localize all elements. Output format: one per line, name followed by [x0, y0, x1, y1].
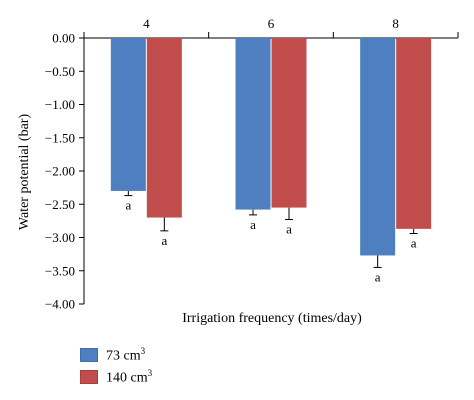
significance-label: a [125, 198, 131, 213]
legend-swatch-73 [80, 348, 98, 362]
x-tick-label: 4 [143, 16, 150, 31]
x-tick-label: 6 [268, 16, 275, 31]
y-tick-label: 0.00 [52, 31, 75, 46]
legend-swatch-140 [80, 370, 98, 384]
error-bars [124, 190, 418, 268]
y-tick-label: −1.50 [45, 130, 75, 145]
bar-73cm-8 [360, 38, 396, 256]
bars [110, 38, 432, 256]
bar-73cm-4 [110, 38, 146, 191]
y-axis: 0.00 −0.50 −1.00 −1.50 −2.00 −2.50 −3.00 −3.50 −… [45, 31, 85, 312]
bar-73cm-6 [235, 38, 271, 210]
y-tick-label: −3.50 [45, 263, 75, 278]
significance-labels: a a a a a a [125, 198, 416, 285]
y-tick-label: −2.00 [45, 164, 75, 179]
y-tick-label: −4.00 [45, 297, 75, 312]
x-axis: 4 6 8 [83, 16, 459, 39]
significance-label: a [250, 217, 256, 232]
significance-label: a [161, 233, 167, 248]
legend-item-140: 140 cm3 [80, 366, 152, 388]
legend-label-140: 140 cm3 [106, 367, 153, 386]
legend-item-73: 73 cm3 [80, 344, 152, 366]
significance-label: a [411, 236, 417, 251]
y-tick-label: −3.00 [45, 230, 75, 245]
bar-140cm-4 [146, 38, 182, 218]
bar-140cm-6 [271, 38, 307, 208]
x-axis-title: Irrigation frequency (times/day) [182, 311, 362, 326]
significance-label: a [375, 269, 381, 284]
x-tick-label: 8 [392, 16, 399, 31]
y-tick-label: −1.00 [45, 97, 75, 112]
legend: 73 cm3 140 cm3 [80, 344, 152, 388]
y-tick-label: −2.50 [45, 197, 75, 212]
legend-label-73: 73 cm3 [106, 345, 146, 364]
y-axis-title: Water potential (bar) [17, 114, 32, 231]
y-tick-label: −0.50 [45, 64, 75, 79]
significance-label: a [286, 222, 292, 237]
bar-140cm-8 [396, 38, 432, 229]
